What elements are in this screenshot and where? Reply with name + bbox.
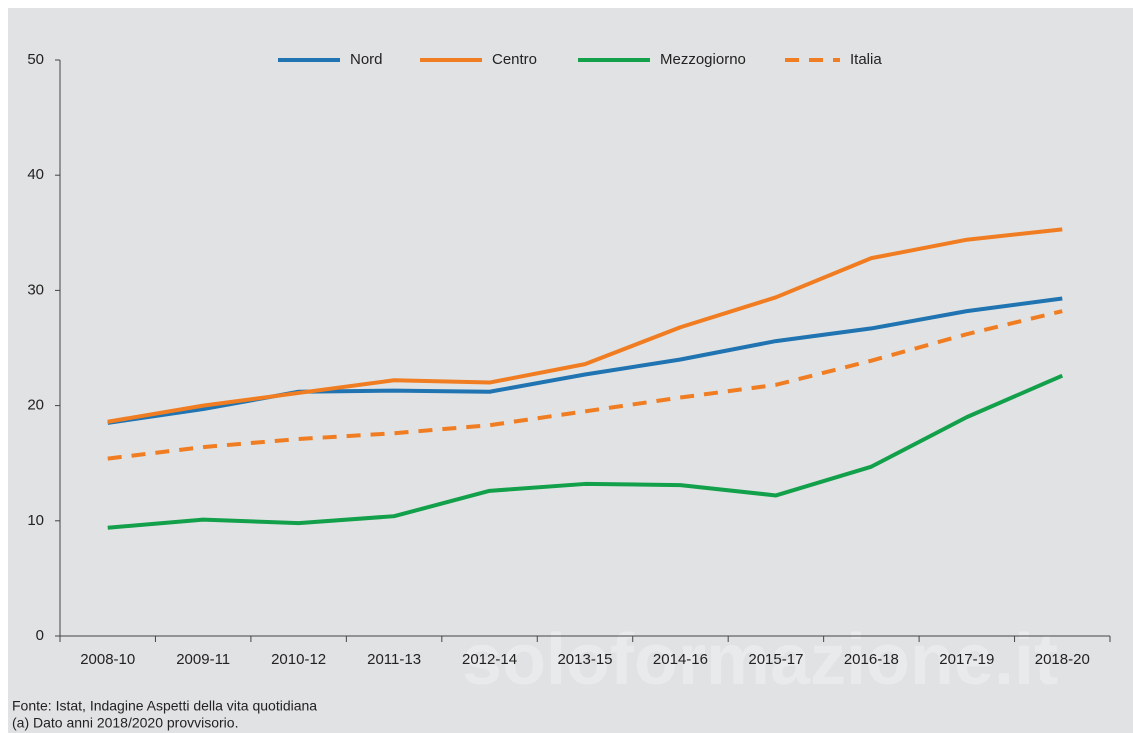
y-tick-label: 40 bbox=[27, 166, 44, 183]
series-line bbox=[107, 309, 1063, 461]
legend-label: Mezzogiorno bbox=[660, 51, 746, 68]
y-tick-label: 10 bbox=[27, 512, 44, 529]
background bbox=[8, 8, 1133, 733]
y-tick-label: 20 bbox=[27, 397, 44, 414]
legend-label: Centro bbox=[492, 51, 537, 68]
legend-label: Nord bbox=[350, 51, 383, 68]
x-tick-label: 2011-13 bbox=[367, 651, 421, 668]
y-tick-label: 50 bbox=[27, 51, 44, 68]
y-tick-label: 0 bbox=[36, 627, 44, 644]
x-tick-label: 2017-19 bbox=[939, 651, 994, 668]
x-tick-label: 2009-11 bbox=[176, 651, 230, 668]
series-line bbox=[107, 227, 1063, 424]
x-tick-label: 2012-14 bbox=[462, 651, 517, 668]
x-tick-label: 2013-15 bbox=[557, 651, 612, 668]
series-line bbox=[107, 373, 1064, 530]
y-tick-label: 30 bbox=[27, 281, 44, 298]
x-tick-label: 2010-12 bbox=[271, 651, 326, 668]
x-tick-label: 2008-10 bbox=[80, 651, 135, 668]
legend-label: Italia bbox=[850, 51, 882, 68]
x-tick-label: 2016-18 bbox=[844, 651, 899, 668]
note: (a) Dato anni 2018/2020 provvisorio. bbox=[12, 715, 238, 731]
x-tick-label: 2014-16 bbox=[653, 651, 708, 668]
x-tick-label: 2018-20 bbox=[1035, 651, 1090, 668]
x-tick-label: 2015-17 bbox=[748, 651, 803, 668]
watermark: soloformazione.it bbox=[462, 620, 1058, 700]
source: Fonte: Istat, Indagine Aspetti della vit… bbox=[12, 698, 317, 714]
